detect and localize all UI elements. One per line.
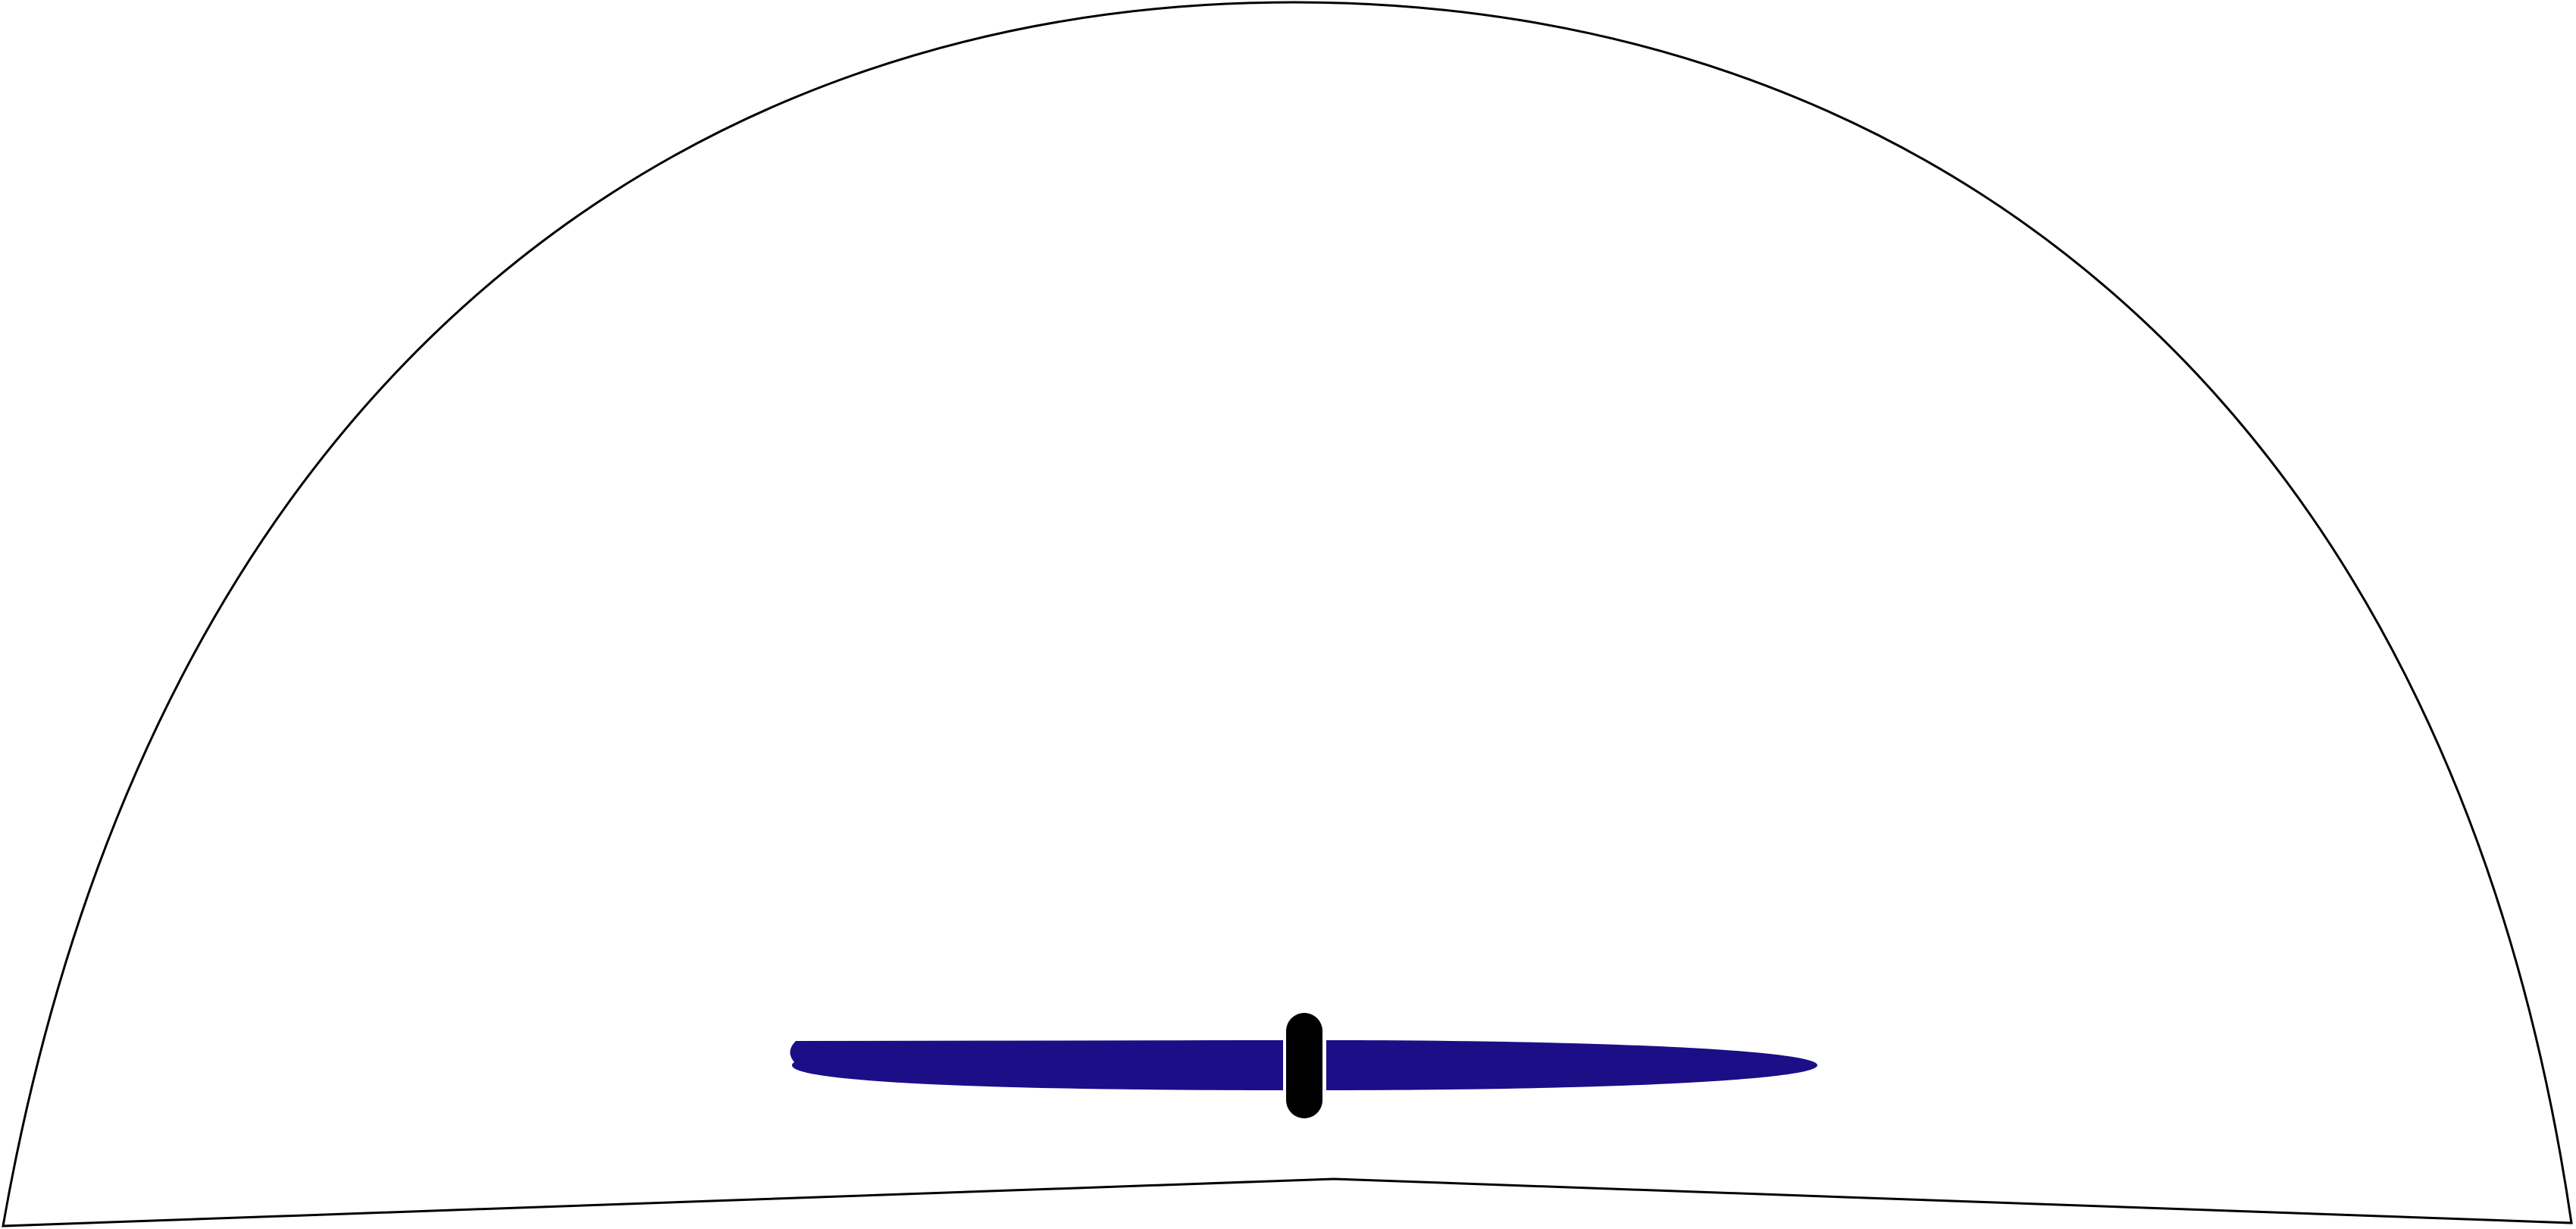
left-blade-tip <box>792 1040 1285 1090</box>
hub <box>1286 1013 1322 1118</box>
left-separator <box>1283 1037 1287 1093</box>
right-separator <box>1322 1037 1326 1093</box>
right-blade <box>1325 1040 1817 1090</box>
